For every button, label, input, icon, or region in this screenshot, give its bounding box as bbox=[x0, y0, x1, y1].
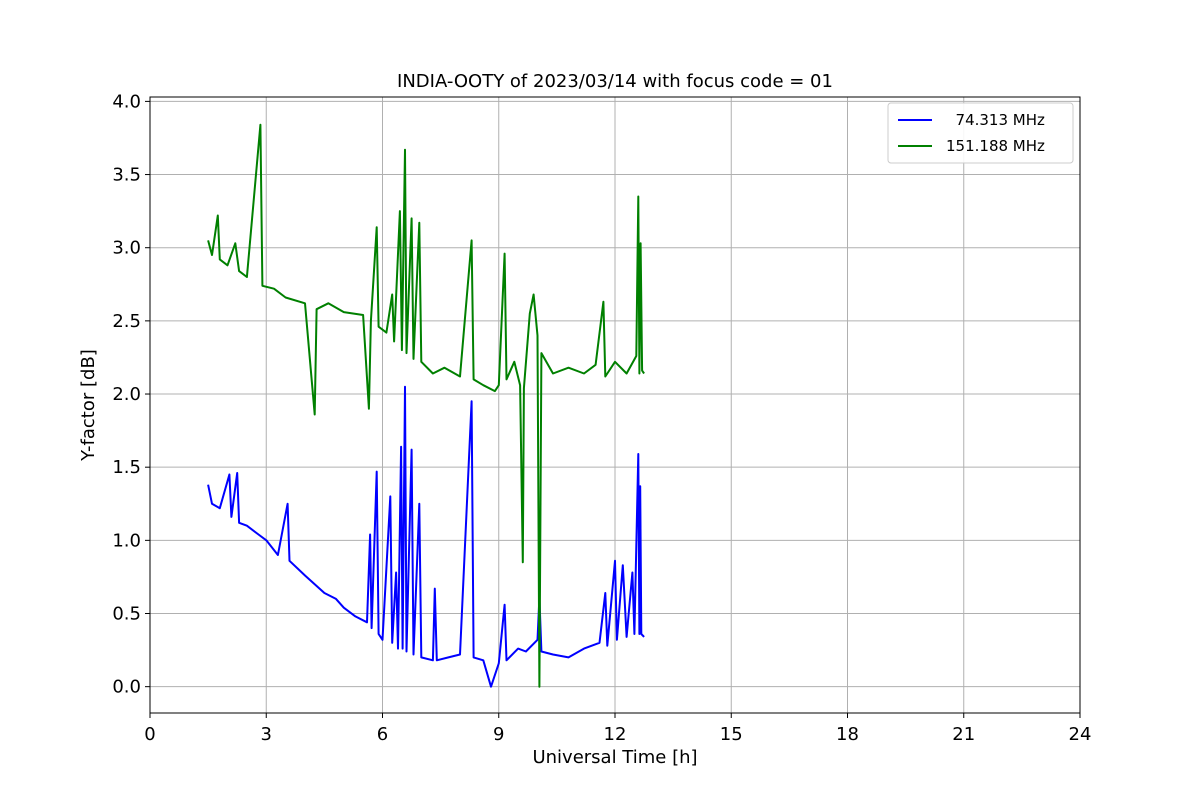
legend: 74.313 MHz 151.188 MHz bbox=[887, 102, 1074, 164]
plot-series bbox=[207, 123, 645, 688]
series-line-151-188-mhz bbox=[207, 123, 645, 688]
legend-label: 151.188 MHz bbox=[946, 137, 1045, 155]
x-tick-label: 15 bbox=[720, 724, 743, 745]
y-tick-label: 0.5 bbox=[112, 604, 141, 625]
x-tick-label: 21 bbox=[952, 724, 975, 745]
x-tick-label: 12 bbox=[604, 724, 627, 745]
axis-ticks: 0 3 6 9 12 15 18 21 24 0.0 0.5 1.0 1.5 2.0 2.5 3.0 3.5 4.… bbox=[112, 91, 1091, 745]
legend-label: 74.313 MHz bbox=[946, 111, 1045, 129]
x-tick-label: 18 bbox=[836, 724, 859, 745]
y-tick-label: 1.5 bbox=[112, 457, 141, 478]
y-tick-label: 2.0 bbox=[112, 384, 141, 405]
x-tick-label: 3 bbox=[261, 724, 272, 745]
y-axis-label: Y-factor [dB] bbox=[78, 349, 99, 462]
legend-box bbox=[887, 102, 1074, 164]
y-tick-label: 0.0 bbox=[112, 677, 141, 698]
y-tick-label: 4.0 bbox=[112, 91, 141, 112]
y-tick-label: 3.0 bbox=[112, 238, 141, 259]
y-tick-label: 2.5 bbox=[112, 311, 141, 332]
x-axis-label: Universal Time [h] bbox=[532, 747, 697, 768]
y-tick-label: 1.0 bbox=[112, 530, 141, 551]
x-tick-label: 24 bbox=[1069, 724, 1092, 745]
series-line-74-313-mhz bbox=[207, 385, 645, 688]
y-tick-label: 3.5 bbox=[112, 165, 141, 186]
x-tick-label: 9 bbox=[493, 724, 504, 745]
chart-title: INDIA-OOTY of 2023/03/14 with focus code… bbox=[397, 71, 833, 92]
x-tick-label: 6 bbox=[377, 724, 388, 745]
x-tick-label: 0 bbox=[144, 724, 155, 745]
